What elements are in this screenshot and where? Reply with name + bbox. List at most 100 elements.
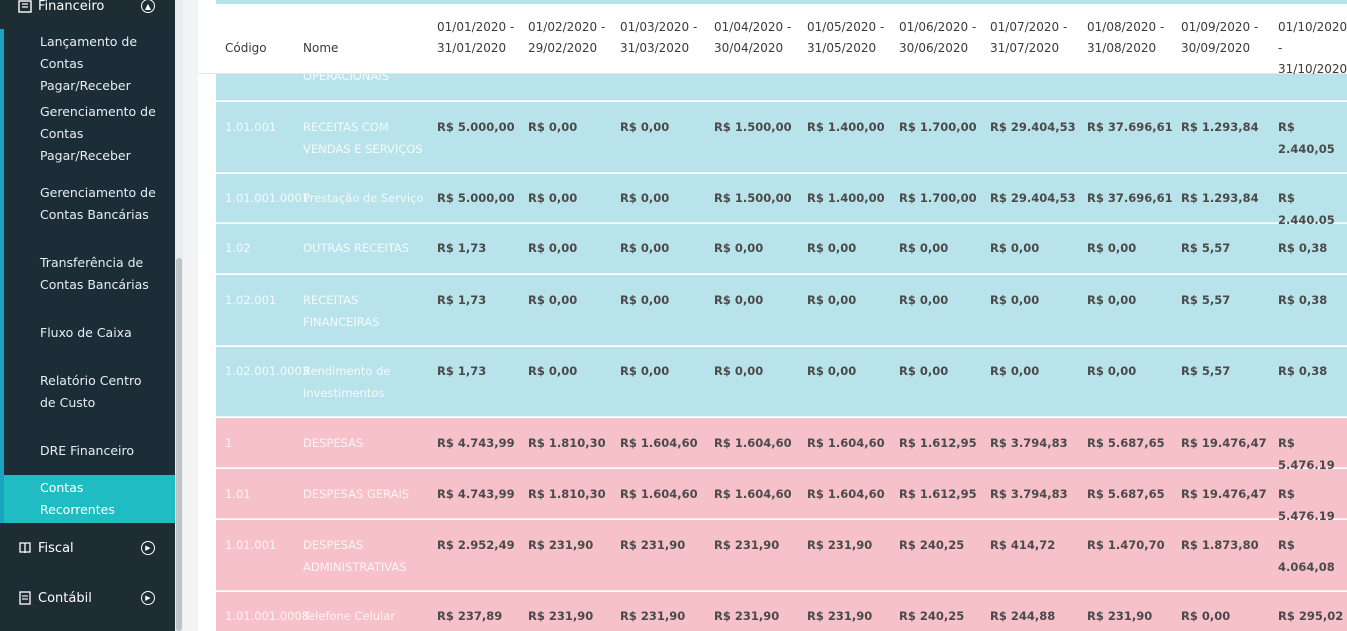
sidebar-group-contabil[interactable]: Contábil ▶ <box>0 573 175 623</box>
row-value: R$ 0,00 <box>528 241 578 255</box>
row-value: R$ 0,00 <box>528 120 578 134</box>
row-value: R$ 0,00 <box>1087 293 1137 307</box>
row-value: R$ 1.604,60 <box>620 436 698 450</box>
row-value: R$ 295,02 <box>1278 609 1344 623</box>
table-row[interactable]: 1.01 DESPESAS GERAIS R$ 4.743,99 R$ 1.810,3… <box>216 469 1347 523</box>
column-header-line: 29/02/2020 <box>528 41 598 55</box>
table-row[interactable]: 1 DESPESAS R$ 4.743,99 R$ 1.810,30 R$ 1.604,… <box>216 418 1347 472</box>
row-value: R$ 231,90 <box>620 609 686 623</box>
row-value: R$ 240,25 <box>899 538 965 552</box>
row-value: R$ 0,00 <box>714 364 764 378</box>
row-value: R$ 244,88 <box>990 609 1056 623</box>
row-code: 1.02 <box>225 241 251 255</box>
sidebar-item[interactable]: Lançamento de Contas Pagar/Receber <box>0 29 175 99</box>
table-row[interactable]: 1.01.001 DESPESAS ADMINISTRATIVAS R$ 2.952,… <box>216 520 1347 591</box>
row-value: R$ 0,00 <box>620 364 670 378</box>
row-value: R$ 0,00 <box>807 241 857 255</box>
row-name-line: Investimentos <box>303 386 385 400</box>
row-value: R$ 0,00 <box>807 364 857 378</box>
chevron-right-icon[interactable]: ▶ <box>141 541 155 555</box>
table-row[interactable]: 1.01.001.0001 Prestação de Serviço R$ 5.00… <box>216 174 1347 227</box>
table-row[interactable]: 1.02.001.0003 Rendimento de Investimentos R… <box>216 347 1347 417</box>
row-name: RECEITAS COM VENDAS E SERVIÇOS <box>303 116 423 160</box>
row-value: R$ 1.293,84 <box>1181 191 1259 205</box>
row-value: R$ 1,73 <box>437 293 487 307</box>
sidebar-item[interactable]: Gerenciamento de Contas Bancárias <box>0 169 175 239</box>
sidebar-item[interactable]: Fluxo de Caixa <box>0 309 175 357</box>
row-name: Rendimento de Investimentos <box>303 360 390 404</box>
document-icon <box>18 591 32 605</box>
sidebar-group-fiscal[interactable]: Fiscal ▶ <box>0 523 175 573</box>
row-code: 1.01 <box>225 487 251 501</box>
row-value: R$ 4.064,08 <box>1278 538 1335 574</box>
table-row[interactable]: 1.01.001 RECEITAS COM VENDAS E SERVIÇOS R$ … <box>216 102 1347 173</box>
column-header-nome: Nome <box>303 41 339 55</box>
row-value: R$ 1.700,00 <box>899 120 977 134</box>
table-row[interactable]: 1.02 OUTRAS RECEITAS R$ 1,73 R$ 0,00 R$ 0,00… <box>216 224 1347 274</box>
row-value: R$ 1.810,30 <box>528 487 606 501</box>
column-header-line: 01/07/2020 - <box>990 20 1068 34</box>
column-header-period: 01/09/2020 - 30/09/2020 <box>1181 17 1258 59</box>
sidebar-item[interactable]: Contas Recorrentes <box>0 475 175 523</box>
column-header-line: 01/03/2020 - <box>620 20 698 34</box>
row-value: R$ 5.687,65 <box>1087 487 1165 501</box>
column-header-line: 01/02/2020 - <box>528 20 606 34</box>
column-header-period: 01/01/2020 - 31/01/2020 <box>437 17 514 59</box>
sidebar-item-label: Lançamento de Contas Pagar/Receber <box>40 34 138 93</box>
row-value: R$ 0,00 <box>899 364 949 378</box>
sidebar-item[interactable]: DRE Financeiro <box>0 427 175 475</box>
row-value: R$ 5.000,00 <box>437 120 515 134</box>
chevron-right-icon[interactable]: ▶ <box>141 591 155 605</box>
row-value: R$ 237,89 <box>437 609 503 623</box>
row-value: R$ 2.440,05 <box>1278 120 1335 156</box>
column-header-line: 30/04/2020 <box>714 41 784 55</box>
row-name: RECEITAS FINANCEIRAS <box>303 289 379 333</box>
row-code: 1 <box>225 436 233 450</box>
table-header: Código Nome 01/01/2020 - 31/01/2020 01/02/… <box>198 4 1347 76</box>
row-value: R$ 5,57 <box>1181 241 1231 255</box>
sidebar-group-financeiro[interactable]: Financeiro ▲ <box>0 0 175 16</box>
sidebar-submenu-financeiro: Lançamento de Contas Pagar/Receber Gerenc… <box>0 29 175 523</box>
row-name-line: Prestação de Serviço <box>303 191 424 205</box>
chevron-up-icon[interactable]: ▲ <box>141 0 155 13</box>
row-value: R$ 29.404,53 <box>990 120 1076 134</box>
row-name-line: DESPESAS <box>303 436 364 450</box>
column-header-line: 01/08/2020 - <box>1087 20 1165 34</box>
row-value: R$ 1.400,00 <box>807 191 885 205</box>
sidebar-scrollbar[interactable] <box>175 0 183 631</box>
column-header-line: 31/03/2020 <box>620 41 690 55</box>
sidebar-item-label: Fluxo de Caixa <box>40 325 132 340</box>
row-name: DESPESAS ADMINISTRATIVAS <box>303 534 407 578</box>
column-header-line: 30/09/2020 <box>1181 41 1251 55</box>
row-value: R$ 414,72 <box>990 538 1056 552</box>
row-value: R$ 19.476,47 <box>1181 436 1267 450</box>
row-value: R$ 0,00 <box>1181 609 1231 623</box>
row-code: 1.01.001.0008 <box>225 609 310 623</box>
column-header-line: 01/05/2020 - <box>807 20 885 34</box>
row-value: R$ 1.470,70 <box>1087 538 1165 552</box>
column-header-line: 01/06/2020 - <box>899 20 977 34</box>
row-value: R$ 37.696,61 <box>1087 120 1173 134</box>
row-value: R$ 4.743,99 <box>437 436 515 450</box>
scrollbar-thumb[interactable] <box>176 258 182 631</box>
row-value: R$ 1.604,60 <box>714 436 792 450</box>
column-header-line: 31/01/2020 <box>437 41 507 55</box>
column-header-period: 01/04/2020 - 30/04/2020 <box>714 17 791 59</box>
sidebar-item[interactable]: Relatório Centro de Custo <box>0 357 175 427</box>
row-code: 1.02.001 <box>225 293 277 307</box>
row-value: R$ 231,90 <box>1087 609 1153 623</box>
row-name-line: ADMINISTRATIVAS <box>303 560 407 574</box>
row-value: R$ 231,90 <box>807 609 873 623</box>
row-value: R$ 0,00 <box>620 120 670 134</box>
table-row[interactable]: 1.01.001.0008 Telefone Celular R$ 237,89 R$… <box>216 592 1347 631</box>
sidebar: Financeiro ▲ Lançamento de Contas Pagar/… <box>0 0 175 631</box>
sidebar-item[interactable]: Transferência de Contas Bancárias <box>0 239 175 309</box>
row-value: R$ 5.000,00 <box>437 191 515 205</box>
sidebar-item-label: Contas Recorrentes <box>40 480 115 517</box>
column-header-period: 01/07/2020 - 31/07/2020 <box>990 17 1067 59</box>
sidebar-item[interactable]: Gerenciamento de Contas Pagar/Receber <box>0 99 175 169</box>
row-value: R$ 1.604,60 <box>714 487 792 501</box>
row-name-line: RECEITAS <box>303 293 359 307</box>
table-row[interactable]: 1.02.001 RECEITAS FINANCEIRAS R$ 1,73 R$ 0,0… <box>216 275 1347 346</box>
row-value: R$ 231,90 <box>714 609 780 623</box>
